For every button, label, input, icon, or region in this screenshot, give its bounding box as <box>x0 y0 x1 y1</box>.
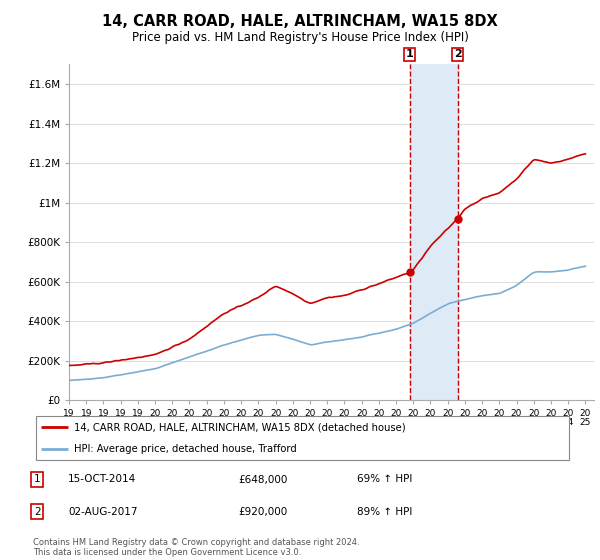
Text: 69% ↑ HPI: 69% ↑ HPI <box>357 474 412 484</box>
Text: Contains HM Land Registry data © Crown copyright and database right 2024.
This d: Contains HM Land Registry data © Crown c… <box>33 538 359 557</box>
Text: Price paid vs. HM Land Registry's House Price Index (HPI): Price paid vs. HM Land Registry's House … <box>131 31 469 44</box>
Text: 02-AUG-2017: 02-AUG-2017 <box>68 507 137 517</box>
Bar <box>410 64 458 400</box>
Text: 15-OCT-2014: 15-OCT-2014 <box>68 474 136 484</box>
Text: £648,000: £648,000 <box>238 474 287 484</box>
Text: 14, CARR ROAD, HALE, ALTRINCHAM, WA15 8DX (detached house): 14, CARR ROAD, HALE, ALTRINCHAM, WA15 8D… <box>74 422 405 432</box>
Text: 14, CARR ROAD, HALE, ALTRINCHAM, WA15 8DX: 14, CARR ROAD, HALE, ALTRINCHAM, WA15 8D… <box>102 14 498 29</box>
Text: HPI: Average price, detached house, Trafford: HPI: Average price, detached house, Traf… <box>74 444 296 454</box>
Text: 1: 1 <box>406 49 413 59</box>
Text: 1: 1 <box>34 474 41 484</box>
Text: £920,000: £920,000 <box>238 507 287 517</box>
Text: 2: 2 <box>34 507 41 517</box>
FancyBboxPatch shape <box>36 416 569 460</box>
Text: 89% ↑ HPI: 89% ↑ HPI <box>357 507 412 517</box>
Text: 2: 2 <box>454 49 461 59</box>
